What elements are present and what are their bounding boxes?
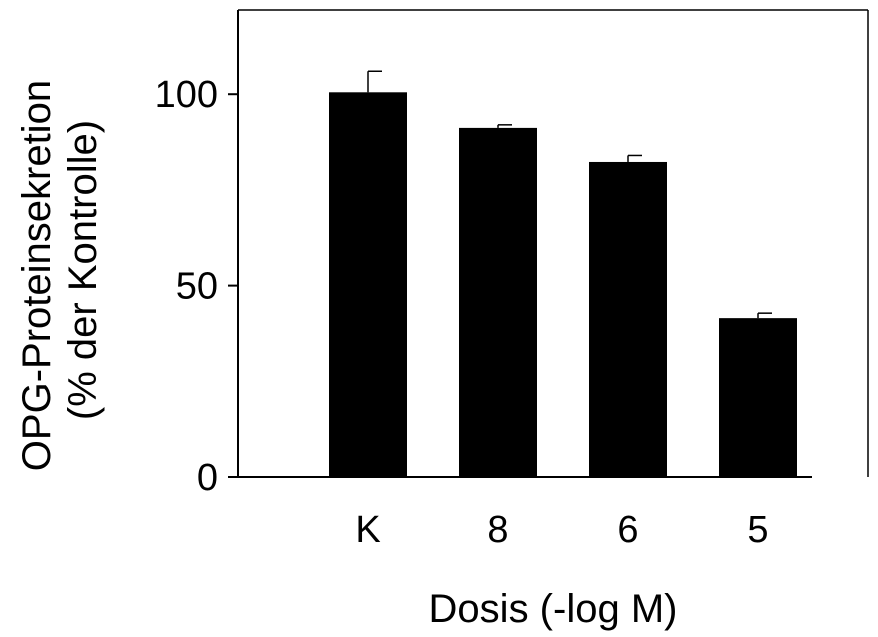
y-tick-label: 0 bbox=[197, 457, 218, 499]
x-tick-label-8: 8 bbox=[487, 509, 508, 551]
x-tick-labels-group: K 8 6 5 bbox=[355, 509, 768, 551]
x-tick-label-6: 6 bbox=[617, 509, 638, 551]
y-tick-label: 100 bbox=[155, 74, 218, 116]
plot-frame bbox=[237, 9, 869, 477]
x-axis-title: Dosis (-log M) bbox=[429, 587, 678, 631]
y-tick-label: 50 bbox=[176, 266, 218, 308]
x-tick-label-K: K bbox=[355, 509, 380, 551]
error-bars-group bbox=[367, 70, 772, 319]
y-axis-title: OPG-Proteinsekretion (% der Kontrolle) bbox=[15, 69, 105, 471]
y-axis-title-line-1: OPG-Proteinsekretion bbox=[15, 80, 59, 471]
y-ticks-group: 0 50 100 bbox=[155, 74, 812, 499]
bars-group bbox=[329, 92, 797, 477]
bar-8 bbox=[459, 127, 537, 477]
bar-6 bbox=[589, 161, 667, 477]
y-axis-title-line-2: (% der Kontrolle) bbox=[61, 120, 105, 420]
bar-5 bbox=[719, 318, 797, 477]
x-tick-label-5: 5 bbox=[747, 509, 768, 551]
bar-K bbox=[329, 92, 407, 477]
